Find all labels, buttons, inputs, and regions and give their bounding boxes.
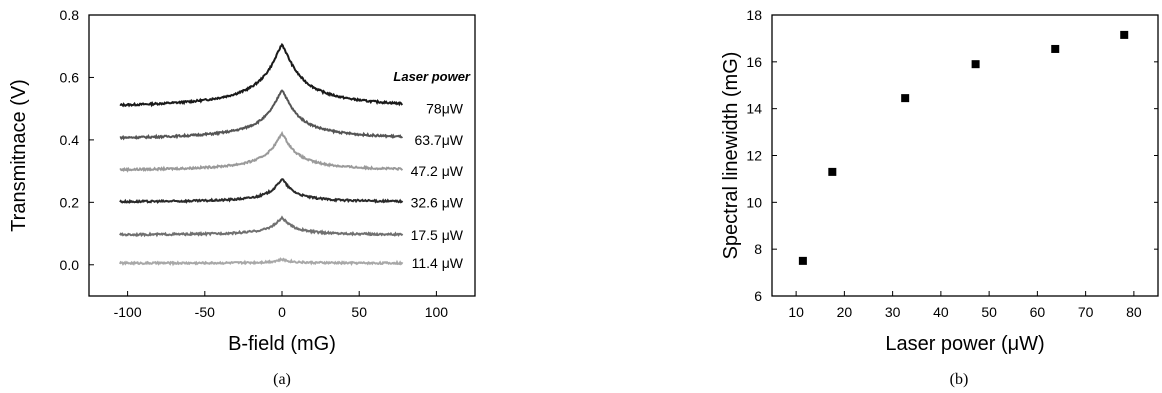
panel-a-ticks: -100 -50 0 50 100 0.0 0.2 0.4 0.6 0.8 [60,7,449,320]
series-label: 17.5 μW [411,227,464,243]
panel-a-legend-title: Laser power [393,69,471,84]
x-tick-label: 50 [351,304,367,320]
panel-a-series-group: 78μW 63.7μW 47.2 μW 32.6 μW 17.5 μW 11.4 μW [118,42,464,271]
data-point [901,94,910,103]
x-tick-label: 60 [1030,304,1046,320]
series-label: 63.7μW [414,132,463,148]
y-tick-label: 6 [754,288,762,304]
panel-b-points-group [798,30,1129,265]
panel-a-caption: (a) [273,371,291,388]
series-line [118,257,404,267]
y-tick-label: 8 [754,241,762,257]
data-point [1120,30,1129,39]
series-label: 47.2 μW [411,163,464,179]
x-tick-label: -50 [195,304,215,320]
panel-b-chart: 10 20 30 40 50 60 70 80 6 8 10 12 14 16 18 Laser power… [720,7,1159,388]
series-label: 32.6 μW [411,194,464,210]
x-tick-label: 80 [1126,304,1142,320]
y-tick-label: 0.2 [60,194,80,210]
data-point [828,167,837,176]
series-label: 78μW [426,101,464,117]
series-line [119,130,404,173]
panel-b-x-axis-title: Laser power (μW) [885,333,1044,355]
series-line [119,178,404,204]
panel-b-ticks: 10 20 30 40 50 60 70 80 6 8 10 12 14 16 18 [746,7,1158,320]
panel-b-plot-frame [771,14,1159,297]
series-line [119,89,404,141]
x-tick-label: 40 [933,304,949,320]
y-tick-label: 16 [746,54,762,70]
data-point [971,60,980,69]
data-point [798,256,807,265]
series-label: 11.4 μW [412,255,464,271]
y-tick-label: 14 [746,101,762,117]
x-tick-label: -100 [114,304,142,320]
x-tick-label: 20 [837,304,853,320]
y-tick-label: 0.4 [60,132,80,148]
x-tick-label: 10 [788,304,804,320]
y-tick-label: 0.8 [60,7,80,23]
y-tick-label: 10 [746,194,762,210]
data-point [1051,44,1060,53]
panel-a-chart: -100 -50 0 50 100 0.0 0.2 0.4 0.6 0.8 78μW 63.7μW 4… [8,7,476,388]
series-line [119,215,404,238]
y-tick-label: 0.6 [60,69,80,85]
panel-a-x-axis-title: B-field (mG) [228,333,336,355]
x-tick-label: 70 [1078,304,1094,320]
panel-b-caption: (b) [950,371,969,388]
x-tick-label: 0 [278,304,286,320]
panel-b-y-axis-title: Spectral linewidth (mG) [720,52,742,260]
y-tick-label: 0.0 [60,257,80,273]
panel-a-plot-frame [88,14,476,297]
x-tick-label: 100 [425,304,449,320]
x-tick-label: 50 [981,304,997,320]
panel-a-y-axis-title: Transmitnace (V) [8,79,30,232]
y-tick-label: 18 [746,7,762,23]
y-tick-label: 12 [746,148,762,164]
series-line [119,42,403,108]
x-tick-label: 30 [885,304,901,320]
